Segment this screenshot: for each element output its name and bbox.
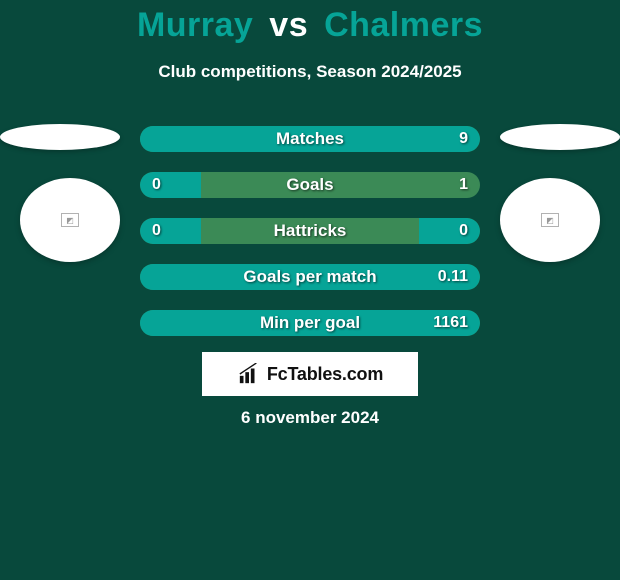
stat-label: Min per goal [140, 310, 480, 336]
comparison-infographic: Murray vs Chalmers Club competitions, Se… [0, 0, 620, 580]
stat-right-value: 1 [459, 172, 468, 198]
headline: Murray vs Chalmers [0, 6, 620, 45]
stat-bar-matches: Matches 9 [140, 126, 480, 152]
player2-name: Chalmers [324, 6, 483, 44]
vs-text: vs [269, 6, 308, 44]
stat-bar-goals: 0 Goals 1 [140, 172, 480, 198]
player1-name: Murray [137, 6, 253, 44]
stat-label: Goals per match [140, 264, 480, 290]
stat-label: Hattricks [140, 218, 480, 244]
stat-label: Matches [140, 126, 480, 152]
stat-label: Goals [140, 172, 480, 198]
stat-right-value: 0.11 [438, 264, 468, 290]
stat-bar-min-per-goal: Min per goal 1161 [140, 310, 480, 336]
stat-right-value: 1161 [433, 310, 468, 336]
stat-right-value: 0 [459, 218, 468, 244]
player2-avatar-placeholder: ◩ [500, 178, 600, 262]
brand-box: FcTables.com [202, 352, 418, 396]
player2-flat-oval [500, 124, 620, 150]
comparison-bars: Matches 9 0 Goals 1 0 Hattricks 0 Goals … [140, 126, 480, 356]
player1-flat-oval [0, 124, 120, 150]
stat-bar-hattricks: 0 Hattricks 0 [140, 218, 480, 244]
date-text: 6 november 2024 [0, 408, 620, 428]
subtitle: Club competitions, Season 2024/2025 [0, 62, 620, 82]
stat-bar-goals-per-match: Goals per match 0.11 [140, 264, 480, 290]
placeholder-icon: ◩ [61, 213, 79, 227]
player1-avatar-placeholder: ◩ [20, 178, 120, 262]
placeholder-icon: ◩ [541, 213, 559, 227]
brand-text: FcTables.com [267, 364, 383, 385]
fctables-bars-icon [237, 363, 261, 385]
stat-right-value: 9 [459, 126, 468, 152]
